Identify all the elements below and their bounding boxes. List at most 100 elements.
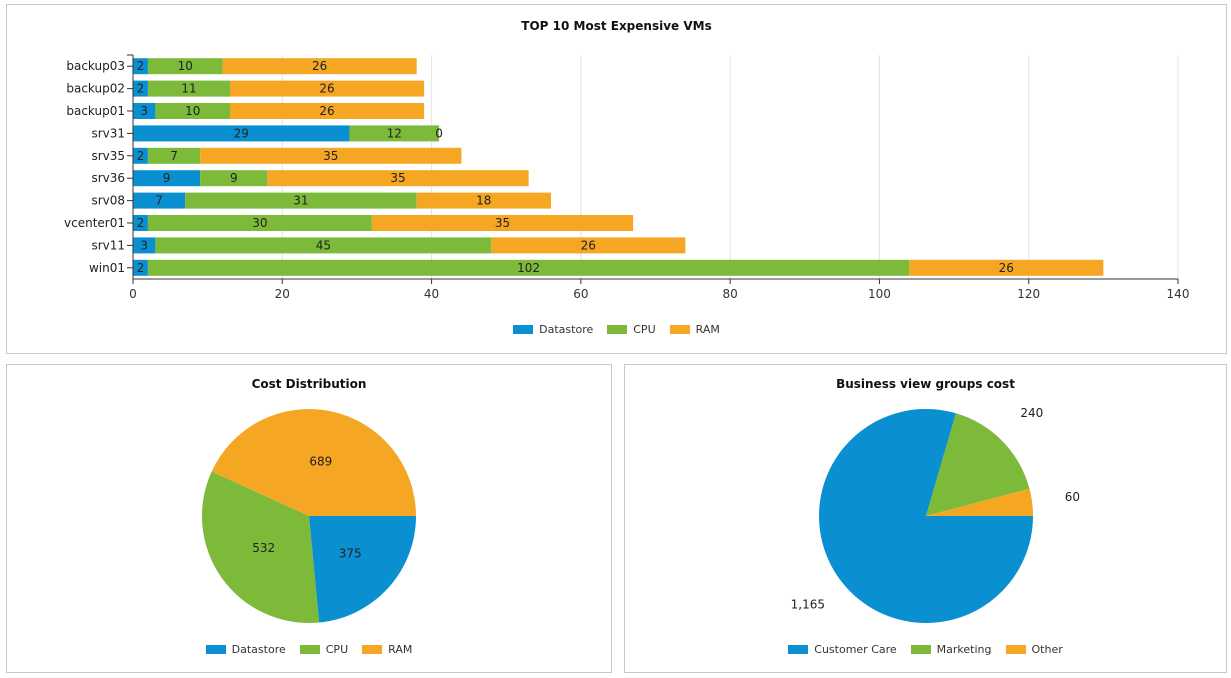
bar-value-label: 26 [312,59,327,73]
pie-value-label: 689 [309,455,332,469]
legend-label: Other [1031,643,1063,656]
pie-slice[interactable] [926,488,1033,516]
pie-slice[interactable] [818,409,1033,623]
bar-segment[interactable] [147,147,201,164]
bar-segment[interactable] [133,170,201,187]
chart-title: Business view groups cost [836,377,1015,391]
bar-legend: Datastore CPU RAM [7,323,1226,336]
legend-swatch [607,325,628,334]
category-label: srv11 [91,238,125,252]
legend-item[interactable]: Other [1005,643,1063,656]
bar-value-label: 10 [185,104,200,118]
legend-swatch [910,645,931,654]
bar-segment[interactable] [267,170,529,187]
top-vms-panel: TOP 10 Most Expensive VMs 2 10 26 backup03 2… [6,4,1227,354]
legend-item[interactable]: Marketing [910,643,992,656]
bar-segment[interactable] [222,58,417,75]
bar-value-label: 3 [140,238,148,252]
category-label: srv31 [91,126,125,140]
bar-segment[interactable] [147,58,223,75]
legend-label: Datastore [231,643,286,656]
x-tick-label: 0 [129,287,137,301]
legend-label: RAM [695,323,720,336]
bar-value-label: 2 [137,59,145,73]
bar-segment[interactable] [371,215,634,231]
pie-slice[interactable] [211,409,416,516]
bar-value-label: 9 [230,171,238,185]
legend-item[interactable]: CPU [299,643,349,656]
category-label: backup03 [66,59,125,73]
chart-title: Cost Distribution [251,377,367,391]
legend-label: Datastore [539,323,594,336]
bar-segment[interactable] [155,103,231,119]
bar-segment[interactable] [155,237,492,254]
bar-segment[interactable] [230,103,425,119]
bar-segment[interactable] [491,237,686,254]
bar-segment[interactable] [133,103,156,119]
bar-segment[interactable] [133,259,148,276]
bar-value-label: 2 [137,82,145,96]
bar-value-label: 45 [316,238,331,252]
legend-label: Marketing [936,643,992,656]
bar-segment[interactable] [147,215,372,231]
legend-item[interactable]: CPU [607,323,656,336]
legend-item[interactable]: Datastore [205,643,286,656]
bar-segment[interactable] [133,192,186,209]
bar-segment[interactable] [909,259,1104,276]
chart-title: TOP 10 Most Expensive VMs [521,19,712,33]
bar-segment[interactable] [133,80,148,97]
legend-swatch [788,645,809,654]
legend-label: CPU [325,643,349,656]
bar-segment[interactable] [133,58,148,75]
bar-segment[interactable] [230,80,425,97]
bar-segment[interactable] [200,170,268,187]
category-label: backup01 [66,104,125,118]
category-label: win01 [89,261,125,275]
pie-slice[interactable] [202,471,320,623]
x-tick-label: 40 [424,287,439,301]
pie-value-label: 60 [1065,490,1080,504]
bar-segment[interactable] [147,80,231,97]
pie-value-label: 240 [1020,406,1043,420]
legend-item[interactable]: Customer Care [788,643,897,656]
bar-value-label: 7 [155,194,163,208]
pie-legend: Customer Care Marketing Other [625,643,1226,656]
legend-swatch [513,325,534,334]
legend-item[interactable]: RAM [669,323,720,336]
bar-segment[interactable] [349,125,440,142]
bar-segment[interactable] [147,259,910,276]
bar-value-label: 12 [387,126,402,140]
pie-value-label: 532 [252,541,275,555]
category-label: backup02 [66,82,125,96]
legend-swatch [1005,645,1026,654]
category-label: vcenter01 [64,216,125,230]
bar-segment[interactable] [416,192,551,209]
bar-value-label: 26 [319,82,334,96]
bar-value-label: 30 [252,216,267,230]
pie-value-label: 1,165 [791,598,825,612]
bar-segment[interactable] [200,147,462,164]
bar-value-label: 7 [170,149,178,163]
bar-value-label: 18 [476,194,491,208]
bar-segment[interactable] [133,147,148,164]
x-tick-label: 100 [868,287,891,301]
bar-value-label: 26 [999,261,1014,275]
bar-segment[interactable] [133,125,350,142]
bar-value-label: 2 [137,216,145,230]
bar-value-label: 31 [293,194,308,208]
legend-item[interactable]: Datastore [513,323,593,336]
bar-segment[interactable] [133,215,148,231]
pie-slice[interactable] [926,413,1030,516]
x-tick-label: 120 [1017,287,1040,301]
cost-distribution-pie: 375 532 689 [202,409,416,623]
bar-value-label: 35 [390,171,405,185]
legend-item[interactable]: RAM [362,643,412,656]
category-label: srv35 [91,149,125,163]
pie-slice[interactable] [309,516,416,623]
bar-segment[interactable] [185,192,417,209]
x-tick-label: 80 [723,287,738,301]
bar-segment[interactable] [133,237,156,254]
pie-legend: Datastore CPU RAM [7,643,611,656]
legend-label: CPU [633,323,656,336]
